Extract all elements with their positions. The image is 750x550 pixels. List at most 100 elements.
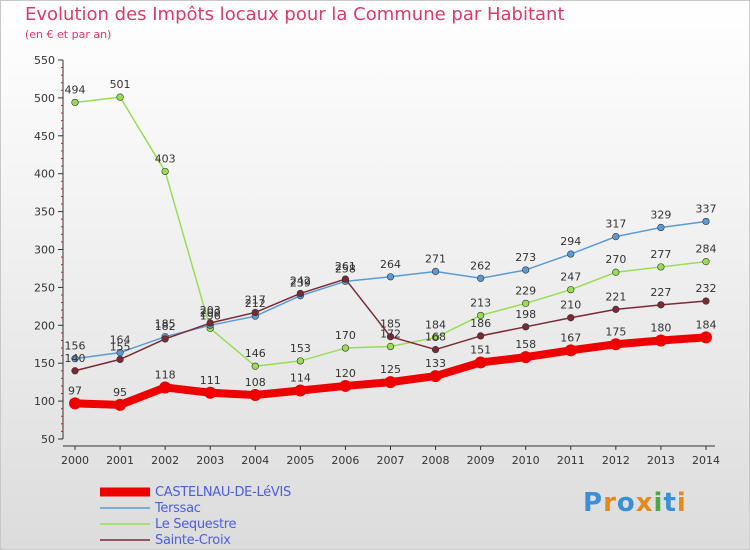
data-label-sainte-croix: 217 bbox=[245, 293, 266, 306]
data-label-sainte-croix: 210 bbox=[560, 299, 581, 312]
data-label-sainte-croix: 261 bbox=[335, 260, 356, 273]
data-label-sainte-croix: 168 bbox=[425, 331, 446, 344]
data-label-terssac: 239 bbox=[290, 277, 311, 290]
y-tick-label: 550 bbox=[34, 54, 55, 67]
data-label-le-sequestre: 284 bbox=[695, 243, 716, 256]
data-label-terssac: 200 bbox=[200, 306, 221, 319]
x-tick-label: 2004 bbox=[241, 454, 269, 467]
legend: CASTELNAU-DE-LéVIS Terssac Le Sequestre … bbox=[100, 484, 291, 548]
data-point-castelnau bbox=[609, 338, 622, 351]
chart-subtitle: (en € et par an) bbox=[25, 28, 112, 41]
data-point-castelnau bbox=[384, 376, 397, 389]
data-point-sainte-croix bbox=[251, 308, 259, 317]
data-label-le-sequestre: 153 bbox=[290, 342, 311, 355]
data-point-castelnau bbox=[339, 379, 352, 392]
data-point-terssac bbox=[522, 266, 530, 274]
data-label-le-sequestre: 494 bbox=[65, 83, 86, 96]
data-label-castelnau: 167 bbox=[560, 331, 581, 344]
legend-item-sainte-croix: Sainte-Croix bbox=[100, 532, 291, 548]
data-point-terssac bbox=[702, 217, 710, 226]
data-point-castelnau bbox=[204, 386, 217, 399]
data-label-sainte-croix: 203 bbox=[200, 304, 221, 317]
x-tick-label: 2000 bbox=[61, 454, 89, 467]
data-point-sainte-croix bbox=[477, 332, 485, 340]
data-label-castelnau: 95 bbox=[113, 386, 127, 399]
data-label-castelnau: 158 bbox=[515, 338, 536, 351]
legend-item-terssac: Terssac bbox=[100, 500, 291, 516]
data-point-terssac bbox=[567, 250, 575, 258]
x-tick-label: 2009 bbox=[467, 454, 495, 467]
data-point-castelnau bbox=[654, 334, 667, 347]
data-label-le-sequestre: 501 bbox=[110, 78, 131, 91]
data-label-sainte-croix: 227 bbox=[650, 286, 671, 299]
legend-swatch-terssac bbox=[100, 507, 150, 509]
data-point-le-sequestre bbox=[567, 286, 575, 294]
x-tick-label: 2013 bbox=[647, 454, 675, 467]
data-point-le-sequestre bbox=[702, 258, 710, 266]
x-tick-label: 2012 bbox=[602, 454, 630, 467]
y-tick-label: 50 bbox=[41, 433, 55, 446]
legend-item-castelnau: CASTELNAU-DE-LéVIS bbox=[100, 484, 291, 500]
legend-label-terssac: Terssac bbox=[155, 500, 201, 516]
data-point-castelnau bbox=[474, 356, 487, 369]
data-label-sainte-croix: 185 bbox=[380, 318, 401, 331]
data-label-castelnau: 175 bbox=[605, 325, 626, 338]
legend-swatch-sainte-croix bbox=[100, 539, 150, 541]
legend-label-castelnau: CASTELNAU-DE-LéVIS bbox=[155, 484, 291, 500]
data-label-terssac: 271 bbox=[425, 252, 446, 265]
data-point-sainte-croix bbox=[296, 289, 304, 298]
data-point-castelnau bbox=[249, 389, 262, 402]
data-point-sainte-croix bbox=[341, 275, 350, 283]
data-point-le-sequestre bbox=[612, 268, 620, 276]
data-label-castelnau: 97 bbox=[68, 384, 82, 397]
y-tick-label: 250 bbox=[34, 281, 55, 294]
data-label-castelnau: 118 bbox=[155, 368, 176, 381]
data-label-terssac: 212 bbox=[245, 297, 266, 310]
y-tick-label: 200 bbox=[34, 319, 55, 332]
data-point-le-sequestre bbox=[116, 93, 124, 101]
data-point-terssac bbox=[612, 233, 620, 241]
proxiti-logo: Proxiti bbox=[583, 488, 687, 518]
y-tick-label: 150 bbox=[34, 357, 55, 370]
legend-item-le-sequestre: Le Sequestre bbox=[100, 516, 291, 532]
data-label-castelnau: 133 bbox=[425, 357, 446, 370]
data-point-sainte-croix bbox=[522, 323, 530, 331]
legend-swatch-castelnau bbox=[100, 487, 150, 497]
data-point-terssac bbox=[431, 267, 440, 276]
data-label-terssac: 264 bbox=[380, 258, 401, 271]
data-point-castelnau bbox=[564, 344, 577, 357]
data-label-castelnau: 108 bbox=[245, 376, 266, 389]
data-label-le-sequestre: 247 bbox=[560, 271, 581, 284]
legend-swatch-le-sequestre bbox=[100, 523, 150, 525]
x-tick-label: 2007 bbox=[376, 454, 404, 467]
data-label-le-sequestre: 172 bbox=[380, 328, 401, 341]
data-point-le-sequestre bbox=[71, 98, 79, 107]
data-label-terssac: 317 bbox=[605, 218, 626, 231]
data-point-castelnau bbox=[159, 381, 172, 394]
legend-label-le-sequestre: Le Sequestre bbox=[155, 516, 237, 532]
data-label-castelnau: 125 bbox=[380, 363, 401, 376]
data-point-terssac bbox=[386, 273, 395, 281]
data-label-sainte-croix: 186 bbox=[470, 317, 491, 330]
data-point-sainte-croix bbox=[612, 305, 620, 313]
data-label-le-sequestre: 277 bbox=[650, 248, 671, 261]
x-tick-label: 2011 bbox=[557, 454, 585, 467]
data-label-le-sequestre: 170 bbox=[335, 329, 356, 342]
x-tick-label: 2002 bbox=[151, 454, 179, 467]
data-label-castelnau: 114 bbox=[290, 371, 311, 384]
data-point-castelnau bbox=[519, 351, 532, 364]
data-point-castelnau bbox=[294, 384, 307, 397]
data-point-le-sequestre bbox=[522, 299, 530, 307]
data-label-castelnau: 180 bbox=[650, 321, 671, 334]
data-label-castelnau: 184 bbox=[695, 318, 716, 331]
data-label-castelnau: 120 bbox=[335, 367, 356, 380]
data-label-sainte-croix: 140 bbox=[65, 352, 86, 365]
y-tick-label: 100 bbox=[34, 395, 55, 408]
x-tick-label: 2014 bbox=[692, 454, 720, 467]
data-label-terssac: 156 bbox=[65, 340, 86, 353]
x-tick-label: 2001 bbox=[106, 454, 134, 467]
data-point-sainte-croix bbox=[116, 355, 124, 364]
data-label-le-sequestre: 146 bbox=[245, 347, 266, 360]
